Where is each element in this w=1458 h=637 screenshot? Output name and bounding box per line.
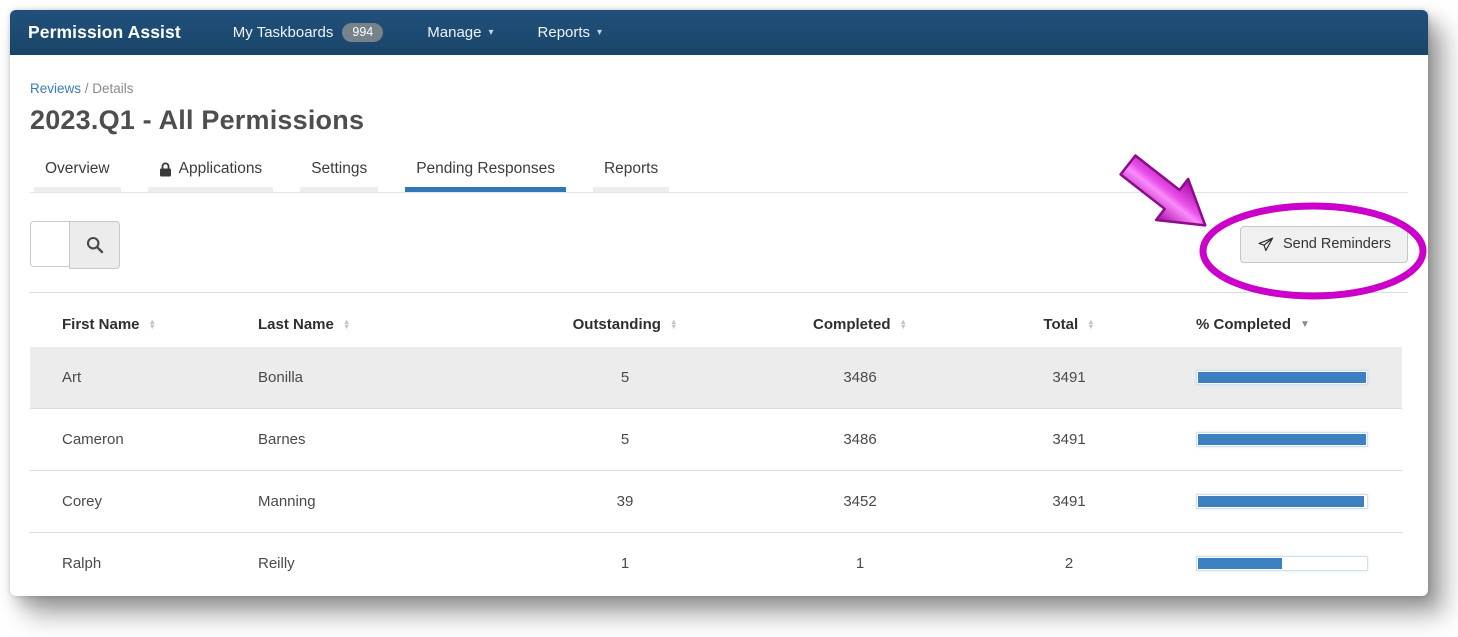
progress-track (1196, 494, 1368, 509)
sort-icon: ▲ ▼ (899, 317, 907, 332)
tab-pending-responses[interactable]: Pending Responses (405, 152, 566, 192)
cell-first-name: Cameron (62, 431, 124, 448)
column-header-outstanding[interactable]: Outstanding ▲ ▼ (480, 310, 770, 347)
nav-item-label: Manage (427, 24, 482, 41)
sort-icon: ▲ ▼ (148, 317, 156, 332)
cell-last-name: Barnes (258, 431, 306, 448)
send-reminders-button[interactable]: Send Reminders (1240, 225, 1408, 263)
send-reminders-label: Send Reminders (1283, 236, 1391, 252)
tab-label: Reports (603, 160, 659, 177)
column-label: % Completed (1196, 316, 1292, 333)
nav-item-reports[interactable]: Reports ▾ (538, 24, 603, 41)
cell-percent-completed (1188, 471, 1402, 533)
nav-item-my-taskboards[interactable]: My Taskboards 994 (232, 23, 384, 42)
sort-descending-icon: ▼ (1300, 319, 1310, 331)
cell-percent-completed (1188, 347, 1402, 409)
lock-icon (159, 162, 171, 176)
breadcrumb-current: Details (92, 81, 134, 96)
progress-fill (1198, 372, 1366, 383)
cell-completed: 3486 (843, 431, 877, 448)
table-row[interactable]: Art Bonilla 5 3486 3491 (30, 347, 1402, 409)
cell-first-name: Ralph (62, 555, 102, 572)
cell-first-name: Art (62, 369, 82, 386)
tab-label: Applications (178, 160, 263, 177)
chevron-down-icon: ▾ (488, 26, 494, 38)
sort-icon: ▲ ▼ (1087, 317, 1095, 332)
cell-completed: 3452 (843, 493, 877, 510)
cell-last-name: Reilly (258, 555, 295, 572)
breadcrumb-separator: / (81, 81, 93, 96)
cell-completed: 1 (855, 555, 865, 572)
nav-item-label: My Taskboards (232, 24, 334, 41)
cell-first-name: Corey (62, 493, 103, 510)
cell-completed: 3486 (843, 369, 877, 386)
cell-percent-completed (1188, 533, 1402, 595)
sort-icon: ▲ ▼ (342, 317, 351, 332)
tab-bar: Overview Applications Settings Pending R… (30, 152, 1408, 193)
tab-label: Settings (311, 160, 368, 177)
table-header-row: First Name ▲ ▼ Last Name ▲ ▼ Outstanding ▲ ▼ C… (30, 310, 1402, 347)
cell-outstanding: 5 (620, 369, 630, 386)
search-input[interactable] (30, 221, 69, 267)
table-row[interactable]: Cameron Barnes 5 3486 3491 (30, 409, 1402, 471)
breadcrumb: Reviews / Details (30, 81, 1408, 96)
cell-outstanding: 39 (616, 493, 634, 510)
cell-last-name: Manning (258, 493, 316, 510)
tab-label: Overview (45, 160, 110, 177)
progress-track (1196, 432, 1368, 447)
column-label: First Name (62, 316, 140, 333)
column-header-total[interactable]: Total ▲ ▼ (950, 310, 1188, 347)
sort-icon: ▲ ▼ (669, 317, 678, 332)
cell-total: 3491 (1052, 431, 1086, 448)
cell-total: 2 (1064, 555, 1074, 572)
paper-plane-icon (1258, 237, 1274, 251)
progress-fill (1198, 434, 1366, 445)
search-icon (86, 236, 103, 254)
tab-reports[interactable]: Reports (592, 152, 670, 192)
top-navbar: Permission Assist My Taskboards 994 Mana… (10, 10, 1428, 55)
cell-outstanding: 5 (620, 431, 630, 448)
cell-total: 3491 (1052, 369, 1086, 386)
tab-settings[interactable]: Settings (300, 152, 379, 192)
column-header-last-name[interactable]: Last Name ▲ ▼ (250, 310, 480, 347)
progress-fill (1198, 558, 1282, 569)
cell-percent-completed (1188, 409, 1402, 471)
toolbar: Send Reminders (30, 221, 1408, 269)
cell-outstanding: 1 (620, 555, 630, 572)
table-row[interactable]: Ralph Reilly 1 1 2 (30, 533, 1402, 595)
column-label: Completed (813, 316, 891, 333)
pending-responses-table: First Name ▲ ▼ Last Name ▲ ▼ Outstanding ▲ ▼ C… (30, 310, 1402, 594)
column-header-percent-completed[interactable]: % Completed ▼ (1188, 310, 1402, 347)
column-label: Last Name (258, 316, 334, 333)
search-group (30, 221, 120, 269)
page-title: 2023.Q1 - All Permissions (30, 105, 365, 135)
progress-track (1196, 370, 1368, 385)
chevron-down-icon: ▾ (597, 26, 603, 38)
table-row[interactable]: Corey Manning 39 3452 3491 (30, 471, 1402, 533)
app-window: Permission Assist My Taskboards 994 Mana… (10, 10, 1428, 596)
tab-applications[interactable]: Applications (147, 152, 274, 192)
taskboards-count-badge: 994 (342, 23, 384, 42)
progress-fill (1198, 496, 1365, 507)
breadcrumb-link-reviews[interactable]: Reviews (30, 81, 82, 96)
nav-item-manage[interactable]: Manage ▾ (427, 24, 493, 41)
section-divider (30, 292, 1408, 293)
cell-total: 3491 (1052, 493, 1086, 510)
column-label: Total (1043, 316, 1079, 333)
app-brand: Permission Assist (28, 22, 181, 42)
column-header-first-name[interactable]: First Name ▲ ▼ (30, 310, 250, 347)
cell-last-name: Bonilla (258, 369, 304, 386)
tab-label: Pending Responses (416, 160, 555, 177)
search-button[interactable] (69, 221, 120, 269)
column-header-completed[interactable]: Completed ▲ ▼ (770, 310, 950, 347)
tab-overview[interactable]: Overview (34, 152, 121, 192)
progress-track (1196, 556, 1368, 571)
nav-item-label: Reports (537, 24, 591, 41)
column-label: Outstanding (572, 316, 661, 333)
